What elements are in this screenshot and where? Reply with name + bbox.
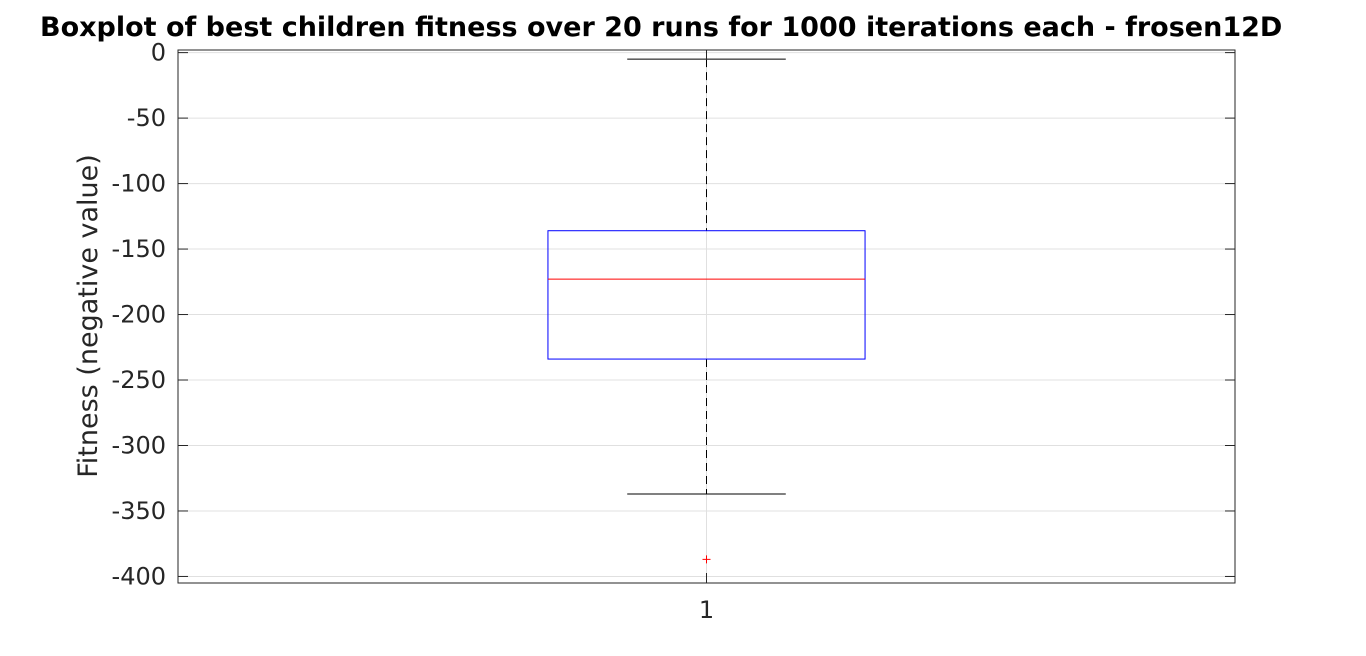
outlier-point: [702, 555, 711, 564]
y-tick-label: -300: [112, 431, 166, 459]
y-tick-label: -50: [127, 104, 166, 132]
iqr-box: [547, 230, 866, 360]
x-axis-ticks: 1: [699, 50, 714, 624]
y-tick-label: 0: [151, 39, 166, 67]
box-marks: [547, 58, 866, 564]
y-tick-label: -400: [112, 562, 166, 590]
y-axis-ticks: 0 -50 -100 -150 -200 -250 -300 -350 -400: [112, 39, 1235, 590]
y-tick-label: -100: [112, 170, 166, 198]
y-tick-label: -200: [112, 301, 166, 329]
x-tick-label: 1: [699, 596, 714, 624]
y-tick-label: -250: [112, 366, 166, 394]
chart-title: Boxplot of best children fitness over 20…: [40, 12, 1282, 43]
y-tick-label: -150: [112, 235, 166, 263]
y-tick-label: -350: [112, 497, 166, 525]
y-axis-label: Fitness (negative value): [73, 154, 104, 478]
